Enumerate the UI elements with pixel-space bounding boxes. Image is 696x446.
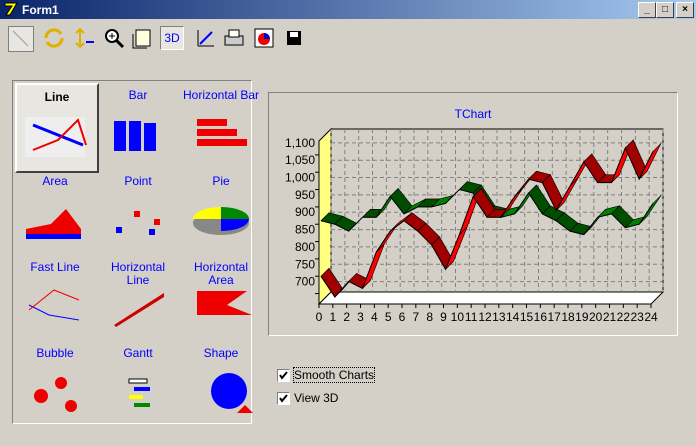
- title-bar: Form1 _ □ ×: [0, 0, 696, 19]
- minimize-button[interactable]: _: [638, 2, 656, 18]
- gallery-thumbnail: [114, 293, 164, 327]
- x-tick-label: 9: [440, 310, 447, 324]
- gallery-item[interactable]: Area: [15, 169, 95, 255]
- x-tick-label: 11: [465, 310, 478, 324]
- app-icon: [4, 2, 18, 16]
- y-tick-label: 1,000: [285, 171, 315, 185]
- x-tick-label: 19: [575, 310, 589, 324]
- print-tool[interactable]: [222, 26, 246, 50]
- gallery-item[interactable]: Bubble: [15, 341, 95, 427]
- gallery-item[interactable]: Shape: [181, 341, 261, 427]
- y-tick-label: 1,050: [285, 153, 315, 167]
- gallery-label: Line: [44, 90, 70, 104]
- save-tool[interactable]: [282, 26, 306, 50]
- gallery-item[interactable]: Pie: [181, 169, 261, 255]
- x-tick-label: 6: [399, 310, 406, 324]
- gallery-label: Fast Line: [30, 260, 80, 274]
- close-button[interactable]: ×: [676, 2, 694, 18]
- gallery-label: Horizontal Bar: [182, 88, 260, 102]
- chart-panel: TChart 700 750 800 850 900 950 1,000 1,050 1,100 0…: [268, 92, 678, 336]
- gallery-item[interactable]: Horizontal Area: [181, 255, 261, 341]
- x-tick-label: 24: [644, 310, 658, 324]
- y-tick-label: 1,100: [285, 136, 315, 150]
- gallery-label: Horizontal Area: [193, 260, 249, 287]
- gallery-item[interactable]: Line: [15, 83, 99, 173]
- x-tick-label: 3: [357, 310, 364, 324]
- gallery-label: Horizontal Line: [110, 260, 166, 287]
- y-tick-label: 950: [295, 188, 315, 202]
- x-tick-label: 15: [520, 310, 534, 324]
- x-tick-label: 8: [426, 310, 433, 324]
- y-tick-label: 750: [295, 257, 315, 271]
- gallery-thumbnail: [26, 209, 81, 239]
- edit-tool[interactable]: [194, 26, 218, 50]
- export-tool[interactable]: [252, 26, 276, 50]
- chart-title: TChart: [455, 107, 492, 121]
- gallery-thumbnail: [193, 207, 249, 235]
- gallery-item[interactable]: Bar: [98, 83, 178, 169]
- gallery-thumbnail: [28, 289, 80, 321]
- x-tick-label: 4: [371, 310, 378, 324]
- gallery-item[interactable]: Horizontal Bar: [181, 83, 261, 169]
- rotate-tool[interactable]: [42, 26, 66, 50]
- gallery-thumbnail: [197, 291, 252, 315]
- gallery-thumbnail: [25, 117, 87, 157]
- view3d-checkbox[interactable]: [277, 392, 290, 405]
- zoom-tool[interactable]: [102, 26, 126, 50]
- x-tick-label: 18: [561, 310, 575, 324]
- x-tick-label: 16: [534, 310, 548, 324]
- window-title: Form1: [22, 3, 59, 17]
- x-tick-label: 17: [547, 310, 561, 324]
- x-tick-label: 20: [589, 310, 603, 324]
- y-tick-label: 900: [295, 205, 315, 219]
- gallery-thumbnail: [211, 373, 253, 413]
- y-tick-label: 800: [295, 240, 315, 254]
- x-tick-label: 14: [506, 310, 520, 324]
- gallery-label: Pie: [212, 174, 230, 188]
- smooth-label[interactable]: Smooth Charts: [292, 367, 376, 383]
- x-tick-label: 22: [617, 310, 631, 324]
- gallery-thumbnail: [114, 121, 156, 151]
- gallery-thumbnail: [197, 119, 247, 146]
- x-tick-label: 1: [329, 310, 336, 324]
- y-tick-label: 850: [295, 223, 315, 237]
- gallery-label: Point: [124, 174, 152, 188]
- gallery-label: Area: [42, 174, 68, 188]
- gallery-label: Shape: [203, 346, 239, 360]
- gallery-label: Bar: [128, 88, 148, 102]
- gallery: Line Bar Horizontal Bar Area Point Pie Fast Li…: [12, 80, 259, 427]
- x-tick-label: 2: [343, 310, 350, 324]
- view-3d-button[interactable]: 3D: [160, 26, 184, 50]
- gallery-item[interactable]: Fast Line: [15, 255, 95, 341]
- maximize-button[interactable]: □: [656, 2, 674, 18]
- x-tick-label: 7: [412, 310, 419, 324]
- gallery-item[interactable]: Gantt: [98, 341, 178, 427]
- gallery-label: Bubble: [36, 346, 74, 360]
- gallery-label: Gantt: [123, 346, 153, 360]
- gallery-thumbnail: [116, 211, 160, 235]
- y-tick-label: 700: [295, 275, 315, 289]
- floor: [317, 291, 665, 305]
- depth-tool[interactable]: [130, 26, 154, 50]
- smooth-checkbox[interactable]: [277, 369, 290, 382]
- x-tick-label: 0: [316, 310, 323, 324]
- view3d-label[interactable]: View 3D: [294, 391, 339, 405]
- x-tick-label: 21: [603, 310, 617, 324]
- x-tick-label: 10: [451, 310, 465, 324]
- x-tick-label: 23: [630, 310, 644, 324]
- gallery-thumbnail: [128, 378, 150, 407]
- series-line: [320, 146, 654, 298]
- select-tool[interactable]: [8, 26, 34, 52]
- gallery-thumbnail: [34, 377, 77, 412]
- x-tick-label: 5: [385, 310, 392, 324]
- gallery-item[interactable]: Point: [98, 169, 178, 255]
- move-tool[interactable]: [72, 26, 96, 50]
- x-tick-label: 12: [478, 310, 492, 324]
- x-tick-label: 13: [492, 310, 506, 324]
- chart: TChart 700 750 800 850 900 950 1,000 1,050 1,100 0…: [285, 107, 665, 324]
- gallery-item[interactable]: Horizontal Line: [98, 255, 178, 341]
